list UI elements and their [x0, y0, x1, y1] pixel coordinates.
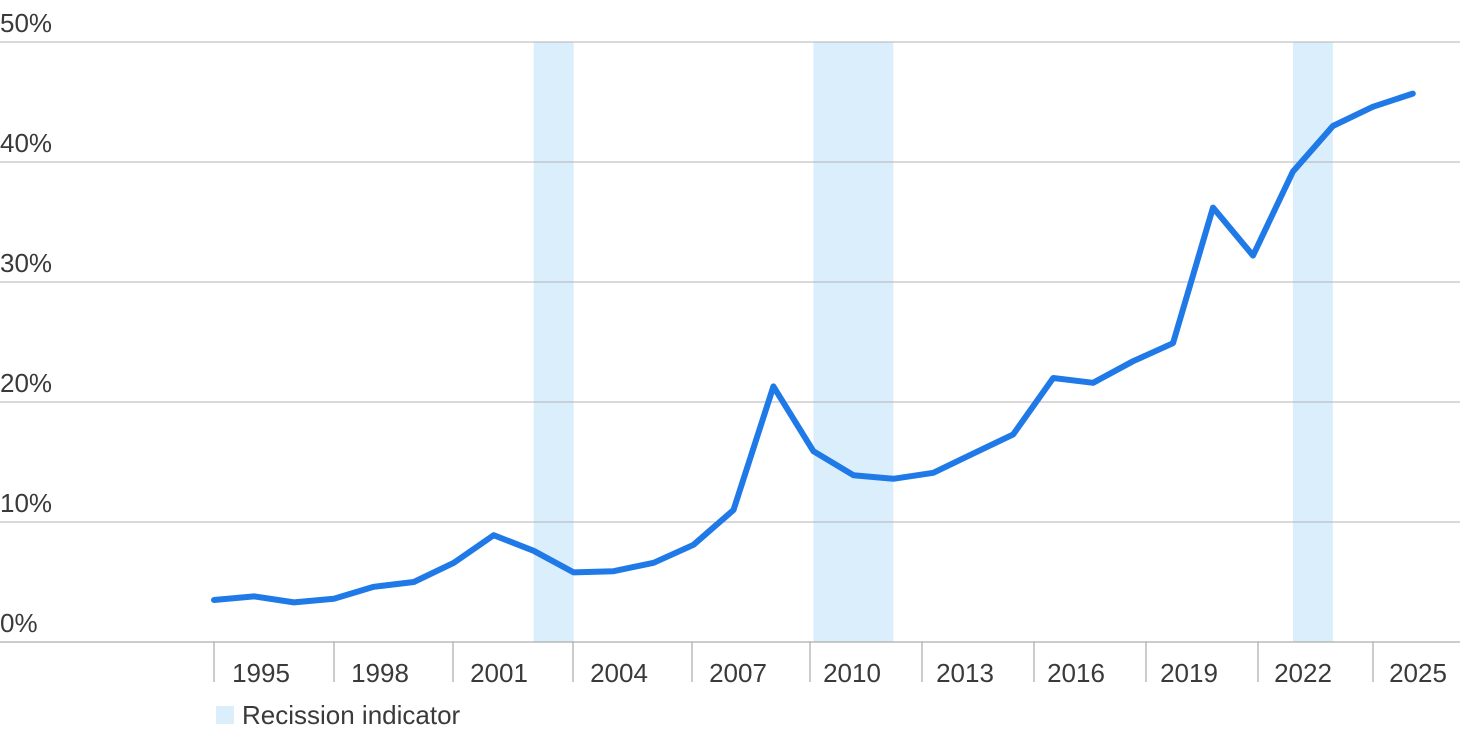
x-tick-label: 2016: [1047, 658, 1105, 688]
legend-swatch: [216, 706, 234, 724]
x-tick-label: 1995: [232, 658, 290, 688]
y-tick-label: 30%: [0, 248, 52, 278]
series-group: [211, 90, 1416, 606]
legend-label: Recission indicator: [242, 700, 461, 730]
y-tick-label: 40%: [0, 128, 52, 158]
y-axis-ticks: 0% 10% 20% 30% 40% 50%: [0, 8, 52, 638]
x-axis: 1995 1998 2001 2004 2007 2010 2013 2016 2019 2022…: [213, 642, 1447, 688]
x-tick-label: 2019: [1160, 658, 1218, 688]
x-tick-label: 2001: [470, 658, 528, 688]
gridlines: [0, 41, 1460, 643]
x-tick-label: 2010: [823, 658, 881, 688]
recession-band: [533, 42, 574, 642]
x-tick-label: 2007: [709, 658, 767, 688]
recession-bands: [533, 42, 1333, 642]
recession-band: [813, 42, 894, 642]
y-tick-label: 20%: [0, 368, 52, 398]
x-tick-label: 1998: [351, 658, 409, 688]
recession-band: [1292, 42, 1333, 642]
legend: Recission indicator: [216, 700, 461, 730]
x-tick-label: 2004: [590, 658, 648, 688]
y-tick-label: 0%: [0, 608, 38, 638]
y-tick-label: 50%: [0, 8, 52, 38]
x-tick-label: 2022: [1274, 658, 1332, 688]
x-tick-label: 2013: [936, 658, 994, 688]
y-tick-label: 10%: [0, 488, 52, 518]
x-tick-label: 2025: [1389, 658, 1447, 688]
series-line: [211, 90, 1416, 606]
